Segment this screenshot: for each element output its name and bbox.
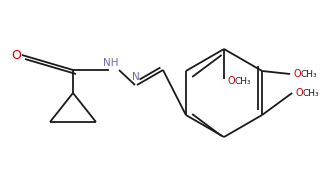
Text: N: N: [132, 72, 140, 82]
Text: CH₃: CH₃: [235, 76, 251, 86]
Text: CH₃: CH₃: [303, 89, 319, 97]
Text: O: O: [11, 49, 21, 62]
Text: O: O: [293, 69, 301, 79]
Text: O: O: [227, 76, 235, 86]
Text: CH₃: CH₃: [301, 70, 317, 78]
Text: NH: NH: [103, 58, 119, 68]
Text: O: O: [295, 88, 303, 98]
